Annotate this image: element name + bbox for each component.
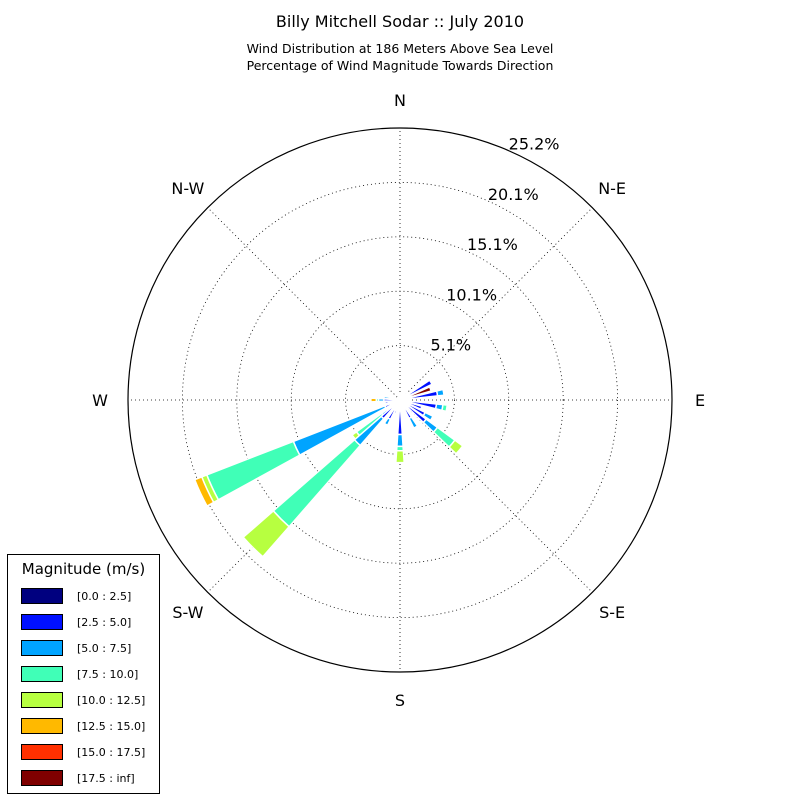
legend-label: [0.0 : 2.5] — [77, 590, 132, 603]
legend-swatch — [21, 744, 63, 760]
bar-dir-210-bin-2-s21 — [383, 416, 392, 427]
legend-swatch — [21, 588, 63, 604]
legend-swatch — [21, 614, 63, 630]
legend-label: [12.5 : 15.0] — [77, 720, 146, 733]
wind-rose-bars — [193, 379, 464, 558]
grid-ring-4 — [181, 181, 619, 619]
legend-swatch — [21, 692, 63, 708]
bar-dir-245-bin-5-s37 — [193, 475, 215, 508]
polar-grid — [128, 128, 672, 672]
direction-label-n-w: N-W — [171, 179, 204, 198]
bar-dir-350-bin-0-s35 — [398, 395, 401, 401]
legend-label: [10.0 : 12.5] — [77, 694, 146, 707]
bar-dir-270-bin-2-s27 — [377, 397, 385, 403]
bar-dir-180-bin-4-s18 — [395, 449, 405, 464]
radial-tick-label-2: 10.1% — [446, 285, 497, 304]
radial-tick-label-3: 15.1% — [467, 235, 518, 254]
bar-dir-180-bin-2-s18 — [396, 433, 404, 448]
radial-tick-label-1: 5.1% — [430, 336, 471, 355]
bar-dir-80-bin-2-s8 — [435, 388, 445, 397]
legend: Magnitude (m/s) [0.0 : 2.5] [2.5 : 5.0] [5… — [7, 554, 160, 794]
bar-dir-270-bin-5-s27 — [370, 397, 378, 403]
direction-label-w: W — [92, 391, 108, 410]
outer-boundary-circle — [127, 127, 673, 673]
legend-label: [2.5 : 5.0] — [77, 616, 132, 629]
direction-label-s: S — [395, 691, 405, 710]
direction-label-n-e: N-E — [598, 179, 626, 198]
chart-subtitle-line2: Percentage of Wind Magnitude Towards Dir… — [246, 58, 554, 73]
bar-dir-70-bin-7-s7 — [408, 385, 433, 398]
bar-dir-130-bin-4-s13 — [448, 439, 464, 455]
radial-tick-label-5: 25.2% — [509, 135, 560, 154]
direction-label-e: E — [695, 391, 705, 410]
legend-swatch — [21, 640, 63, 656]
bar-dir-110-bin-1-s11 — [404, 400, 423, 411]
legend-title: Magnitude (m/s) — [21, 560, 146, 578]
legend-label: [5.0 : 7.5] — [77, 642, 132, 655]
legend-label: [15.0 : 17.5] — [77, 746, 146, 759]
bar-dir-100-bin-3-s10 — [441, 403, 449, 413]
bar-dir-280-bin-2-s28 — [383, 395, 393, 400]
grid-spoke-n-w — [207, 207, 401, 401]
radial-tick-label-4: 20.1% — [488, 185, 539, 204]
axis-labels: N N-E E S-E S S-W W N-W 5.1% 10.1% 15.1% 20.1% 25.2% — [92, 91, 705, 710]
bar-dir-225-bin-4-s36 — [242, 509, 291, 558]
chart-title: Billy Mitchell Sodar :: July 2010 — [275, 12, 525, 31]
direction-label-s-w: S-W — [172, 603, 203, 622]
grid-spoke-s-e — [399, 399, 593, 593]
bar-dir-245-bin-3-s37 — [205, 440, 301, 501]
legend-label: [17.5 : inf] — [77, 772, 135, 785]
grid-ring-3 — [236, 236, 564, 564]
grid-ring-1 — [345, 345, 455, 455]
legend-swatch — [21, 718, 63, 734]
legend-swatch — [21, 666, 63, 682]
bar-dir-150-bin-2-s15 — [408, 415, 419, 430]
legend-label: [7.5 : 10.0] — [77, 668, 139, 681]
chart-subtitle-line1: Wind Distribution at 186 Meters Above Se… — [246, 41, 554, 56]
legend-swatch — [21, 770, 63, 786]
bar-dir-120-bin-2-s12 — [422, 411, 434, 422]
direction-label-s-e: S-E — [599, 603, 625, 622]
direction-label-n: N — [394, 91, 406, 110]
